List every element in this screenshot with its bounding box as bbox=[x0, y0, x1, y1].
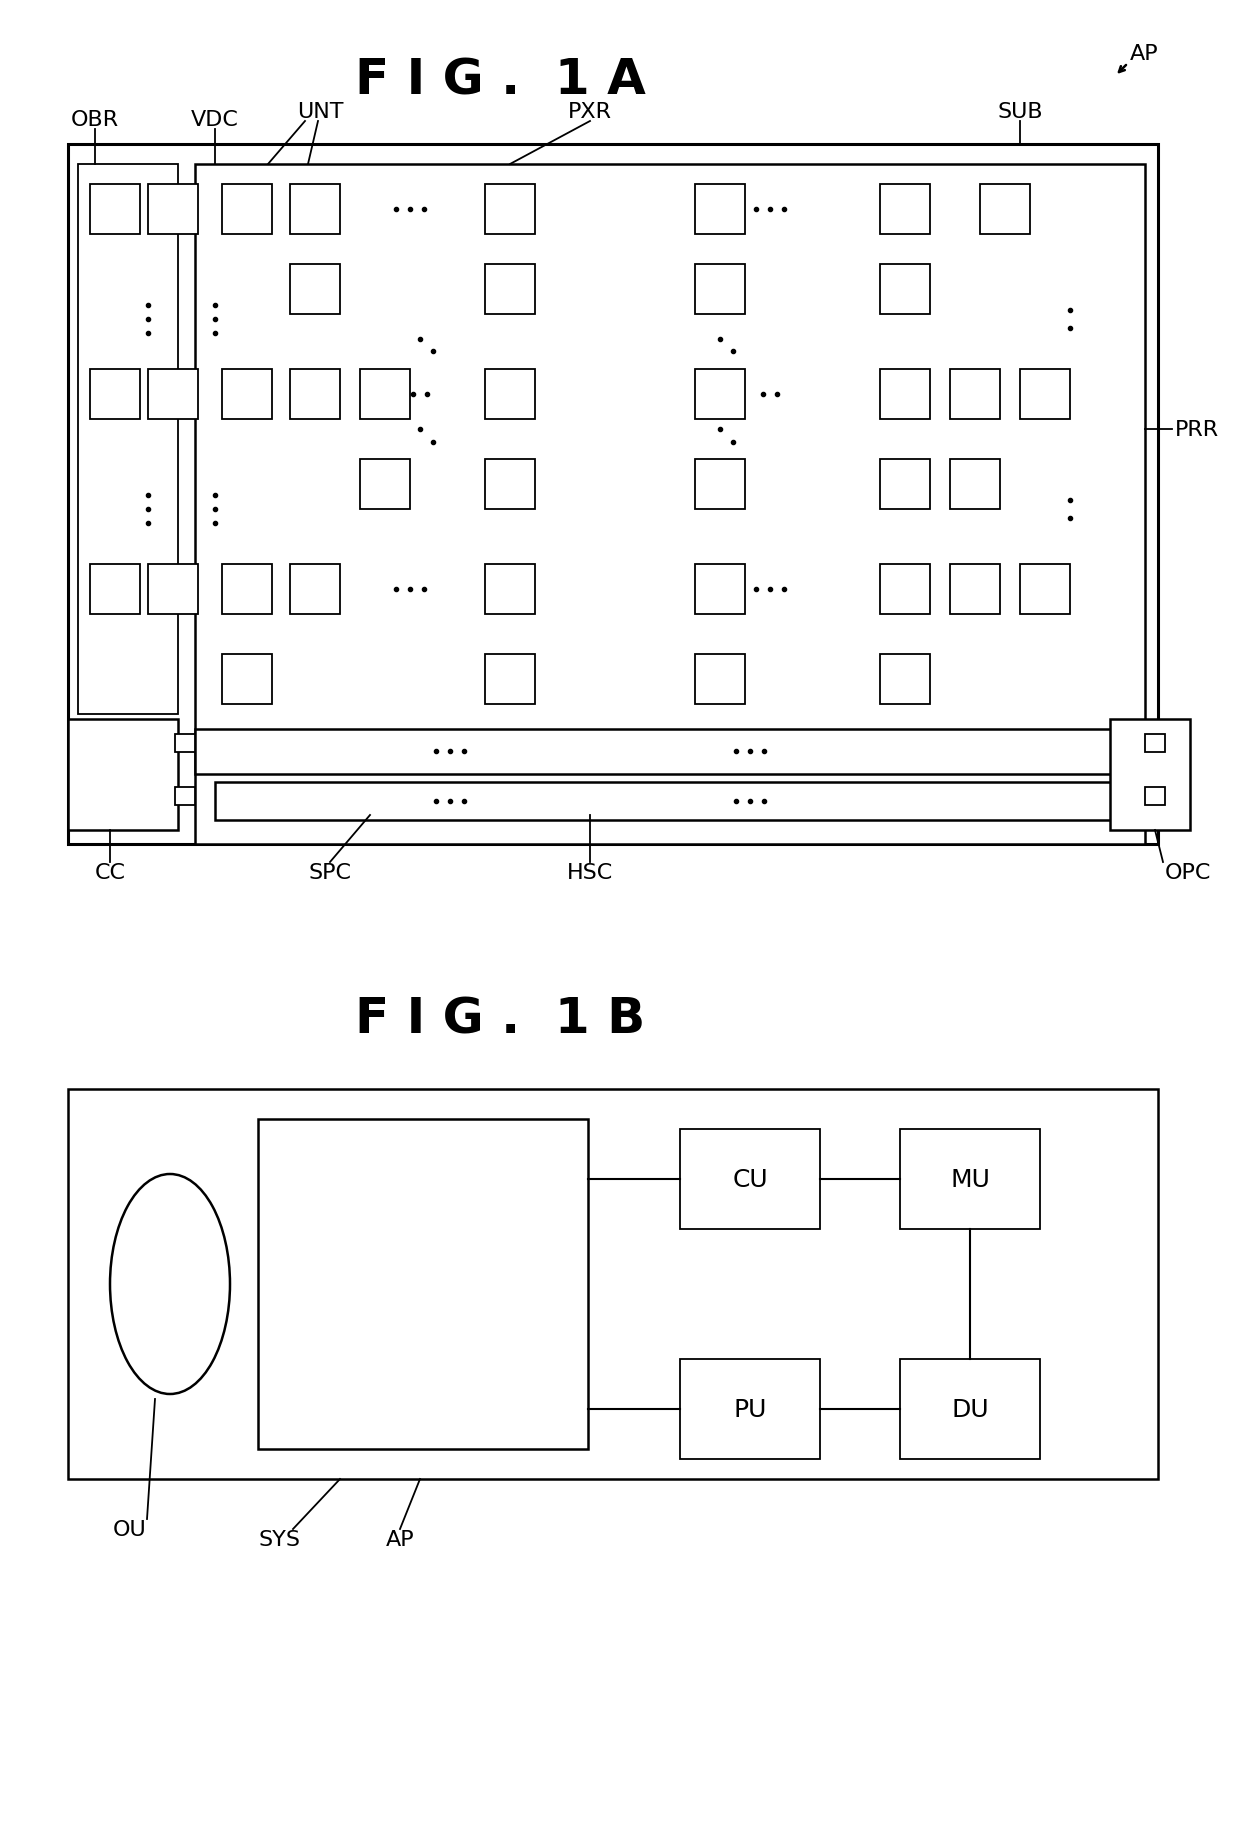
Bar bbox=[222, 370, 272, 420]
Bar bbox=[880, 654, 930, 705]
Bar bbox=[485, 266, 534, 315]
Bar bbox=[290, 185, 340, 234]
Bar bbox=[1021, 564, 1070, 616]
Text: AP: AP bbox=[386, 1530, 414, 1550]
Bar bbox=[485, 185, 534, 234]
Text: DU: DU bbox=[951, 1398, 988, 1422]
Text: SPC: SPC bbox=[309, 863, 351, 883]
Text: UNT: UNT bbox=[296, 103, 343, 123]
Bar bbox=[880, 185, 930, 234]
Bar bbox=[290, 266, 340, 315]
Bar bbox=[880, 266, 930, 315]
Bar bbox=[485, 564, 534, 616]
Text: F I G .  1 B: F I G . 1 B bbox=[355, 995, 645, 1044]
Bar bbox=[360, 460, 410, 509]
Text: OU: OU bbox=[113, 1519, 146, 1539]
Text: SUB: SUB bbox=[997, 103, 1043, 123]
Text: HSC: HSC bbox=[567, 863, 613, 883]
Text: AP: AP bbox=[1130, 44, 1158, 64]
Bar bbox=[950, 460, 999, 509]
Bar bbox=[900, 1359, 1040, 1460]
Bar bbox=[485, 654, 534, 705]
Bar bbox=[980, 185, 1030, 234]
Bar bbox=[195, 729, 1145, 775]
Text: VDC: VDC bbox=[191, 110, 239, 130]
Bar bbox=[880, 564, 930, 616]
Bar bbox=[694, 460, 745, 509]
Text: OBR: OBR bbox=[71, 110, 119, 130]
Text: SYS: SYS bbox=[259, 1530, 301, 1550]
Bar bbox=[215, 782, 1125, 821]
Bar bbox=[222, 185, 272, 234]
Ellipse shape bbox=[110, 1174, 229, 1394]
Text: CU: CU bbox=[732, 1167, 768, 1191]
Bar bbox=[680, 1129, 820, 1229]
Bar bbox=[68, 720, 179, 830]
Text: PU: PU bbox=[733, 1398, 766, 1422]
Bar bbox=[680, 1359, 820, 1460]
Bar bbox=[68, 145, 1158, 845]
Bar bbox=[1021, 370, 1070, 420]
Bar bbox=[900, 1129, 1040, 1229]
Bar bbox=[148, 370, 198, 420]
Text: PRR: PRR bbox=[1176, 420, 1219, 440]
Text: CC: CC bbox=[94, 863, 125, 883]
Bar bbox=[195, 165, 1145, 845]
Bar bbox=[950, 370, 999, 420]
Bar bbox=[148, 185, 198, 234]
Bar bbox=[148, 564, 198, 616]
Bar bbox=[485, 370, 534, 420]
Bar bbox=[175, 788, 195, 806]
Bar bbox=[91, 370, 140, 420]
Bar bbox=[91, 185, 140, 234]
Bar bbox=[91, 564, 140, 616]
Text: PXR: PXR bbox=[568, 103, 613, 123]
Bar bbox=[880, 460, 930, 509]
Bar bbox=[258, 1119, 588, 1449]
Bar bbox=[290, 564, 340, 616]
Bar bbox=[485, 460, 534, 509]
Bar bbox=[694, 266, 745, 315]
Bar bbox=[694, 370, 745, 420]
Text: OPC: OPC bbox=[1166, 863, 1211, 883]
Text: MU: MU bbox=[950, 1167, 990, 1191]
Bar bbox=[222, 564, 272, 616]
Bar bbox=[1145, 735, 1166, 753]
Bar bbox=[1145, 788, 1166, 806]
Bar bbox=[175, 735, 195, 753]
Bar bbox=[950, 564, 999, 616]
Text: F I G .  1 A: F I G . 1 A bbox=[355, 57, 646, 104]
Bar bbox=[880, 370, 930, 420]
Bar bbox=[290, 370, 340, 420]
Bar bbox=[68, 1090, 1158, 1478]
Bar bbox=[222, 654, 272, 705]
Bar bbox=[1110, 720, 1190, 830]
Bar bbox=[360, 370, 410, 420]
Bar bbox=[694, 185, 745, 234]
Bar bbox=[694, 654, 745, 705]
Bar bbox=[694, 564, 745, 616]
Bar bbox=[78, 165, 179, 714]
